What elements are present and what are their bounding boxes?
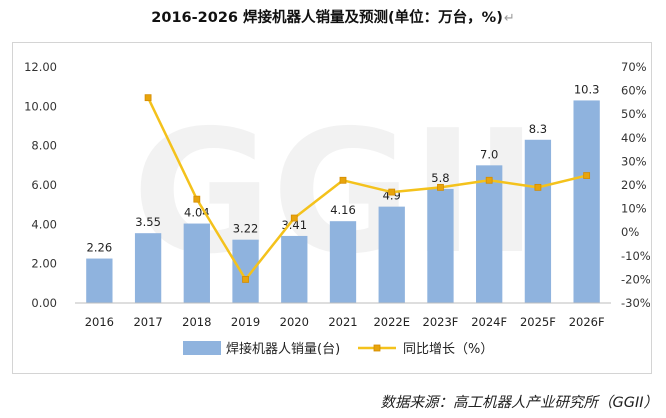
x-tick-label: 2019 <box>231 315 260 329</box>
bar-data-label: 4.16 <box>330 203 356 217</box>
bar-2020 <box>281 235 308 303</box>
growth-point-2024F <box>485 176 493 184</box>
growth-point-2026F <box>583 172 591 179</box>
source-note: 数据来源：高工机器人产业研究所（GGII） <box>380 395 658 411</box>
legend-bar-label: 焊接机器人销量(台) <box>226 341 340 357</box>
growth-point-2020 <box>290 214 298 222</box>
y-right-tick-label: 30% <box>621 154 647 168</box>
chart-area: GGII0.002.004.006.008.0010.0012.00-30%-2… <box>24 60 651 357</box>
bar-data-label: 8.3 <box>529 122 547 136</box>
y-right-tick-label: 70% <box>621 60 647 74</box>
x-tick-label: 2018 <box>182 315 211 329</box>
x-tick-label: 2025F <box>520 315 556 329</box>
chart-frame: GGII 0.00 2.00 4.00 6.00 8.00 10.00 12.00 -30% -2… <box>12 42 652 374</box>
y-left-tick-label: 4.00 <box>31 217 57 231</box>
x-tick-label: 2026F <box>569 315 605 329</box>
bar-data-label: 5.8 <box>431 171 449 185</box>
growth-point-2021 <box>339 176 347 184</box>
bar-2022E <box>378 206 405 303</box>
chart-title: 2016-2026 焊接机器人销量及预测(单位：万台，%)↵ <box>0 6 666 27</box>
x-tick-label: 2017 <box>133 315 162 329</box>
bar-2018 <box>183 223 210 303</box>
bar-data-label: 3.22 <box>233 222 259 236</box>
y-right-tick-label: -30% <box>621 296 651 310</box>
y-left-tick-label: 2.00 <box>31 257 57 271</box>
y-right-tick-label: 60% <box>621 84 647 98</box>
growth-point-2018 <box>193 195 201 203</box>
bar-2016 <box>86 258 113 303</box>
y-left-tick-label: 0.00 <box>31 296 57 310</box>
bar-2017 <box>134 233 162 303</box>
y-right-tick-label: 0% <box>621 225 639 239</box>
growth-point-2017 <box>144 94 152 102</box>
y-right-tick-label: 20% <box>621 178 647 192</box>
bar-2019 <box>232 239 259 303</box>
y-right-tick-label: 40% <box>621 131 647 145</box>
legend-line-marker <box>373 344 381 352</box>
chart-title-text: 2016-2026 焊接机器人销量及预测(单位：万台，%) <box>151 10 503 26</box>
x-tick-label: 2024F <box>471 315 507 329</box>
bar-data-label: 3.41 <box>281 218 307 232</box>
y-left-tick-label: 12.00 <box>24 60 57 74</box>
legend-line-label: 同比增长（%） <box>403 342 493 357</box>
x-tick-label: 2023F <box>423 315 459 329</box>
bar-2025F <box>524 139 552 303</box>
bar-data-label: 10.3 <box>574 82 600 96</box>
bar-2026F <box>573 100 600 303</box>
growth-line <box>146 97 587 281</box>
y-left-tick-label: 10.00 <box>24 99 57 113</box>
y-right-tick-label: 10% <box>621 202 647 216</box>
growth-point-2023F <box>437 183 444 191</box>
bar-data-label: 2.26 <box>87 241 113 255</box>
growth-point-2025F <box>534 183 542 191</box>
paragraph-mark-icon: ↵ <box>503 11 515 26</box>
x-tick-label: 2021 <box>328 315 357 329</box>
y-left-tick-label: 8.00 <box>31 139 57 153</box>
y-right-tick-label: -20% <box>621 272 651 286</box>
bar-2021 <box>329 221 357 303</box>
growth-point-2022E <box>388 188 396 196</box>
bar-2024F <box>476 165 503 303</box>
legend-bar-swatch <box>183 341 221 355</box>
x-tick-label: 2020 <box>280 315 309 329</box>
bar-2023F <box>427 188 454 303</box>
y-right-tick-label: 50% <box>621 107 647 121</box>
bar-data-label: 3.55 <box>135 215 161 229</box>
bar-data-label: 7.0 <box>480 147 498 161</box>
growth-point-2019 <box>242 275 249 283</box>
x-tick-label: 2016 <box>85 315 114 329</box>
y-right-tick-label: -10% <box>621 249 651 263</box>
y-left-tick-label: 6.00 <box>31 178 57 192</box>
x-tick-label: 2022E <box>373 315 410 329</box>
